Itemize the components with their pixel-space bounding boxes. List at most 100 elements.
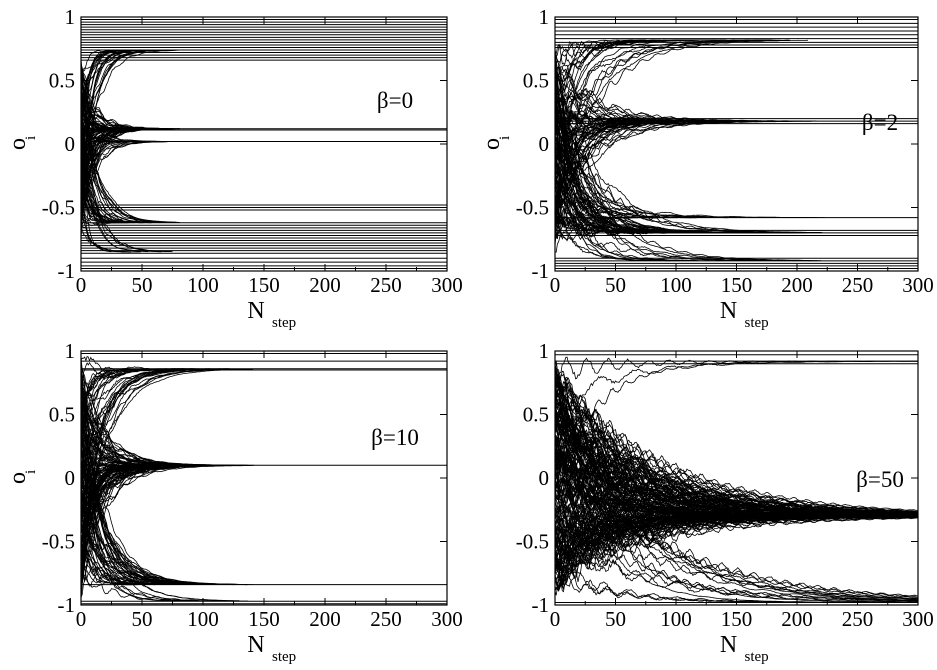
x-axis-label-subscript: step [745, 649, 769, 665]
series-trajectory [81, 50, 160, 191]
series-trajectory [555, 113, 730, 218]
y-tick-label: -0.5 [42, 530, 75, 554]
x-axis-label: N [247, 298, 264, 324]
y-axis-label-main: o [5, 138, 31, 150]
series-trajectory [81, 64, 138, 129]
series-trajectory [81, 96, 127, 130]
x-tick-label: 150 [248, 273, 280, 297]
x-tick-label: 150 [248, 607, 280, 631]
plot-area [81, 353, 447, 605]
y-axis-label: oi [5, 136, 39, 150]
x-tick-label: 50 [605, 273, 626, 297]
series-trajectory [81, 368, 211, 443]
series-trajectory [555, 206, 696, 234]
y-axis-label-main: o [5, 472, 31, 484]
series-trajectory [81, 141, 133, 219]
x-tick-label: 100 [187, 273, 219, 297]
series-trajectory [555, 146, 675, 261]
series-trajectory [555, 517, 918, 590]
series-trajectory [81, 128, 113, 204]
series-trajectory [555, 420, 869, 517]
series-trajectory [81, 49, 123, 118]
x-tick-label: 150 [721, 273, 753, 297]
y-axis-label-subscript: i [23, 470, 39, 474]
x-tick-label: 300 [431, 607, 463, 631]
x-tick-label: 0 [550, 273, 561, 297]
x-tick-label: 250 [370, 607, 402, 631]
x-axis-label: N [720, 298, 737, 324]
series-trajectory [81, 128, 149, 193]
series-trajectory [555, 517, 918, 592]
series-trajectory [555, 452, 918, 516]
series-trajectory [81, 486, 149, 585]
y-tick-label: -1 [58, 259, 76, 283]
series-trajectory [555, 84, 788, 122]
y-tick-label: 0 [65, 132, 76, 156]
x-tick-label: 100 [187, 607, 219, 631]
series-trajectory [81, 64, 117, 129]
series-trajectory [555, 436, 918, 599]
series-trajectory [81, 49, 179, 103]
series-trajectory [555, 435, 789, 517]
series-trajectory [81, 195, 127, 224]
series-trajectory [555, 456, 918, 515]
series-trajectory [81, 141, 121, 219]
panel-3: 0 50 100 150 200 250 300 -1 -0.5 0 0.5 1 N step oi β=10 [5, 339, 463, 665]
y-axis-label-subscript: i [497, 136, 513, 140]
x-tick-label: 300 [902, 273, 934, 297]
y-tick-label: -1 [532, 259, 550, 283]
x-axis-label: N [247, 632, 264, 658]
x-tick-label: 0 [76, 273, 87, 297]
x-tick-label: 150 [721, 607, 753, 631]
series-trajectory [81, 376, 223, 466]
series-trajectory [555, 377, 918, 514]
y-tick-label: 0.5 [523, 403, 549, 427]
plot-area [555, 19, 918, 269]
x-tick-label: 250 [842, 273, 874, 297]
series-trajectory [555, 437, 918, 597]
series-trajectory [555, 85, 731, 261]
series-trajectory [555, 39, 640, 190]
x-axis-label-subscript: step [745, 315, 769, 331]
x-axis-label-subscript: step [272, 315, 296, 331]
series-trajectory [81, 368, 253, 539]
x-tick-label: 50 [605, 607, 626, 631]
series-trajectory [555, 446, 918, 515]
series-trajectory [81, 549, 249, 602]
x-tick-label: 250 [370, 273, 402, 297]
series-trajectory [555, 555, 912, 603]
series-trajectory [81, 455, 160, 585]
beta-annotation: β=10 [371, 425, 419, 450]
series-trajectory [555, 477, 918, 517]
series-trajectory [81, 465, 167, 504]
plot-area [555, 354, 918, 603]
plot-area [81, 19, 447, 269]
series-trajectory [81, 50, 129, 229]
series-trajectory [555, 146, 773, 234]
x-tick-label: 300 [902, 607, 934, 631]
panel-1: 0 50 100 150 200 250 300 -1 -0.5 0 0.5 1 N step oi β=0 [5, 5, 463, 331]
series-trajectory [555, 39, 651, 231]
series-trajectory [81, 60, 151, 223]
y-tick-label: 0 [539, 466, 550, 490]
beta-annotation: β=0 [377, 88, 413, 113]
y-axis-label-main: o [479, 138, 505, 150]
y-tick-label: 0 [65, 466, 76, 490]
series-trajectory [81, 465, 251, 515]
series-trajectory [81, 503, 224, 585]
y-tick-label: 0 [539, 132, 550, 156]
x-tick-label: 200 [309, 273, 341, 297]
x-tick-label: 0 [76, 607, 87, 631]
series-trajectory [81, 464, 216, 490]
series-trajectory [81, 49, 133, 132]
series-trajectory [555, 360, 918, 403]
beta-annotation: β=2 [862, 110, 898, 135]
series-trajectory [555, 91, 799, 233]
series-trajectory [555, 121, 710, 237]
series-trajectory [81, 366, 179, 466]
series-trajectory [555, 502, 918, 524]
x-tick-label: 100 [660, 273, 692, 297]
y-axis-label: oi [479, 136, 513, 150]
x-axis-label: N [720, 632, 737, 658]
series-trajectory [81, 135, 173, 252]
